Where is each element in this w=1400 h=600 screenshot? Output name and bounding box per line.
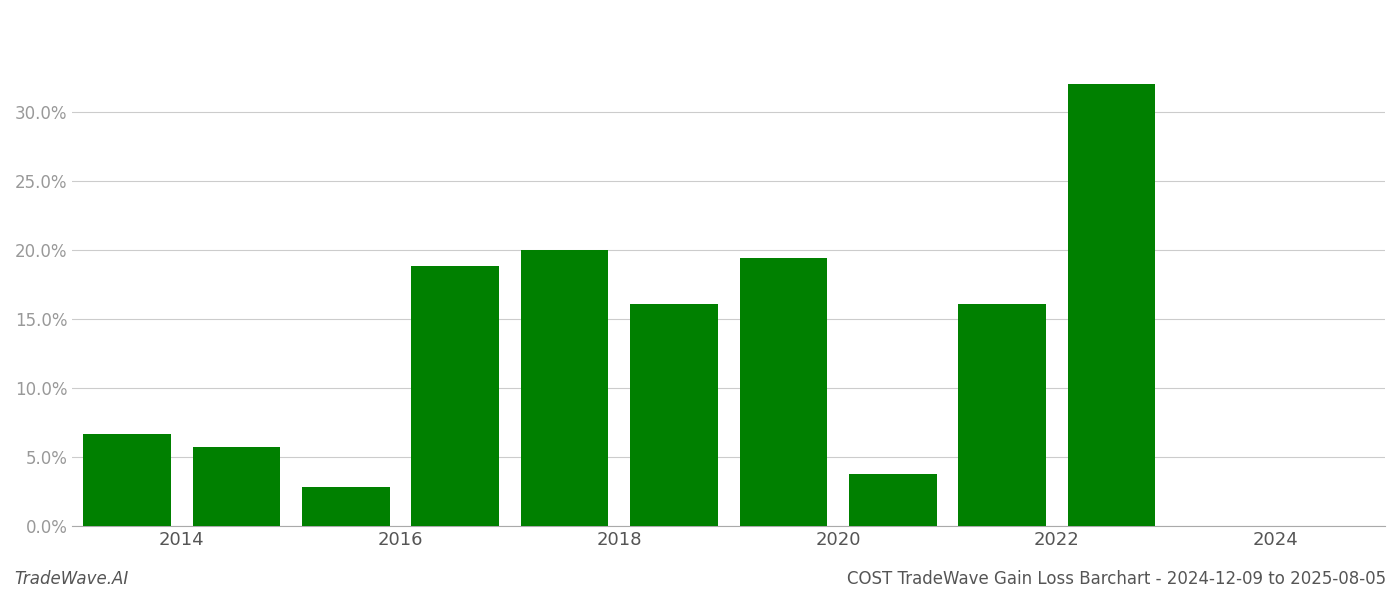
Bar <box>302 487 389 526</box>
Bar <box>193 448 280 526</box>
Text: COST TradeWave Gain Loss Barchart - 2024-12-09 to 2025-08-05: COST TradeWave Gain Loss Barchart - 2024… <box>847 570 1386 588</box>
Bar <box>1068 84 1155 526</box>
Bar <box>521 250 609 526</box>
Text: TradeWave.AI: TradeWave.AI <box>14 570 129 588</box>
Bar <box>739 258 827 526</box>
Bar <box>630 304 718 526</box>
Bar <box>848 473 937 526</box>
Bar <box>83 434 171 526</box>
Bar <box>412 266 498 526</box>
Bar <box>959 304 1046 526</box>
